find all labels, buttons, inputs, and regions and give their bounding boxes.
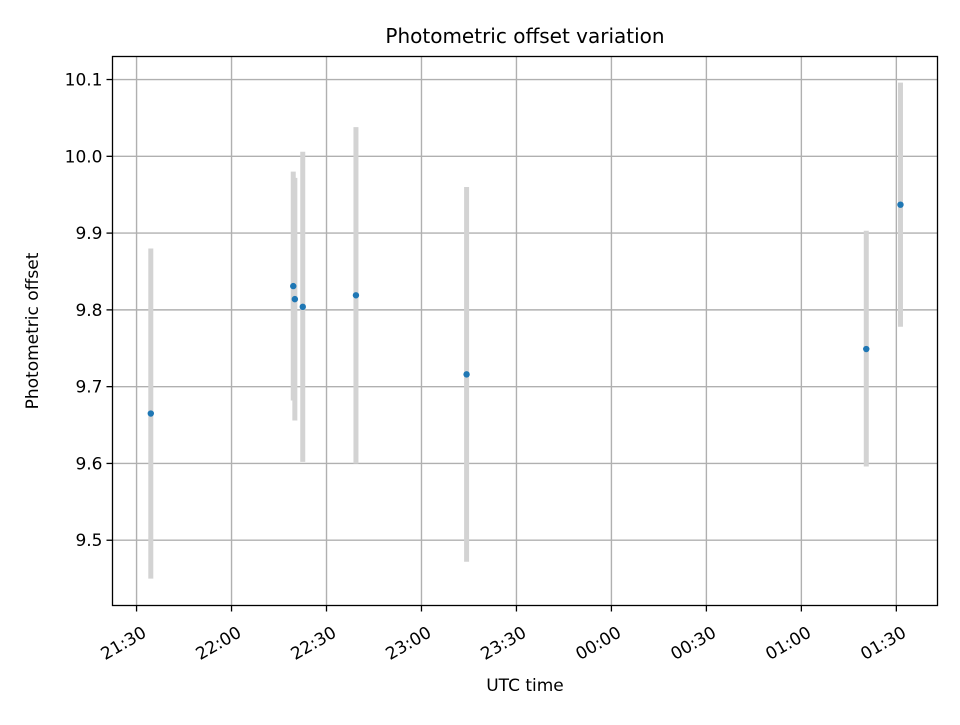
data-point <box>897 201 904 208</box>
data-point <box>290 282 297 290</box>
data-point <box>463 371 470 378</box>
y-tick-label: 10.1 <box>65 71 103 91</box>
y-axis-ticks: 9.5 9.6 9.7 9.8 9.9 10.0 10.1 <box>65 71 113 551</box>
grid-layer <box>112 56 938 606</box>
plot-frame <box>111 55 939 607</box>
y-tick-label: 9.7 <box>75 378 102 398</box>
y-tick-label: 10.0 <box>65 147 103 167</box>
y-axis-label: Photometric offset <box>23 252 43 409</box>
data-point <box>863 345 870 353</box>
y-tick-label: 9.8 <box>75 301 102 321</box>
data-point <box>299 303 306 311</box>
x-axis-label: UTC time <box>486 676 564 696</box>
y-tick-label: 9.9 <box>75 224 102 244</box>
data-point <box>291 295 299 303</box>
chart-title: Photometric offset variation <box>385 24 664 48</box>
point-layer <box>147 201 904 417</box>
y-tick-label: 9.6 <box>75 454 102 474</box>
data-point <box>147 410 155 417</box>
y-tick-label: 9.5 <box>75 531 102 551</box>
data-point <box>352 292 360 299</box>
